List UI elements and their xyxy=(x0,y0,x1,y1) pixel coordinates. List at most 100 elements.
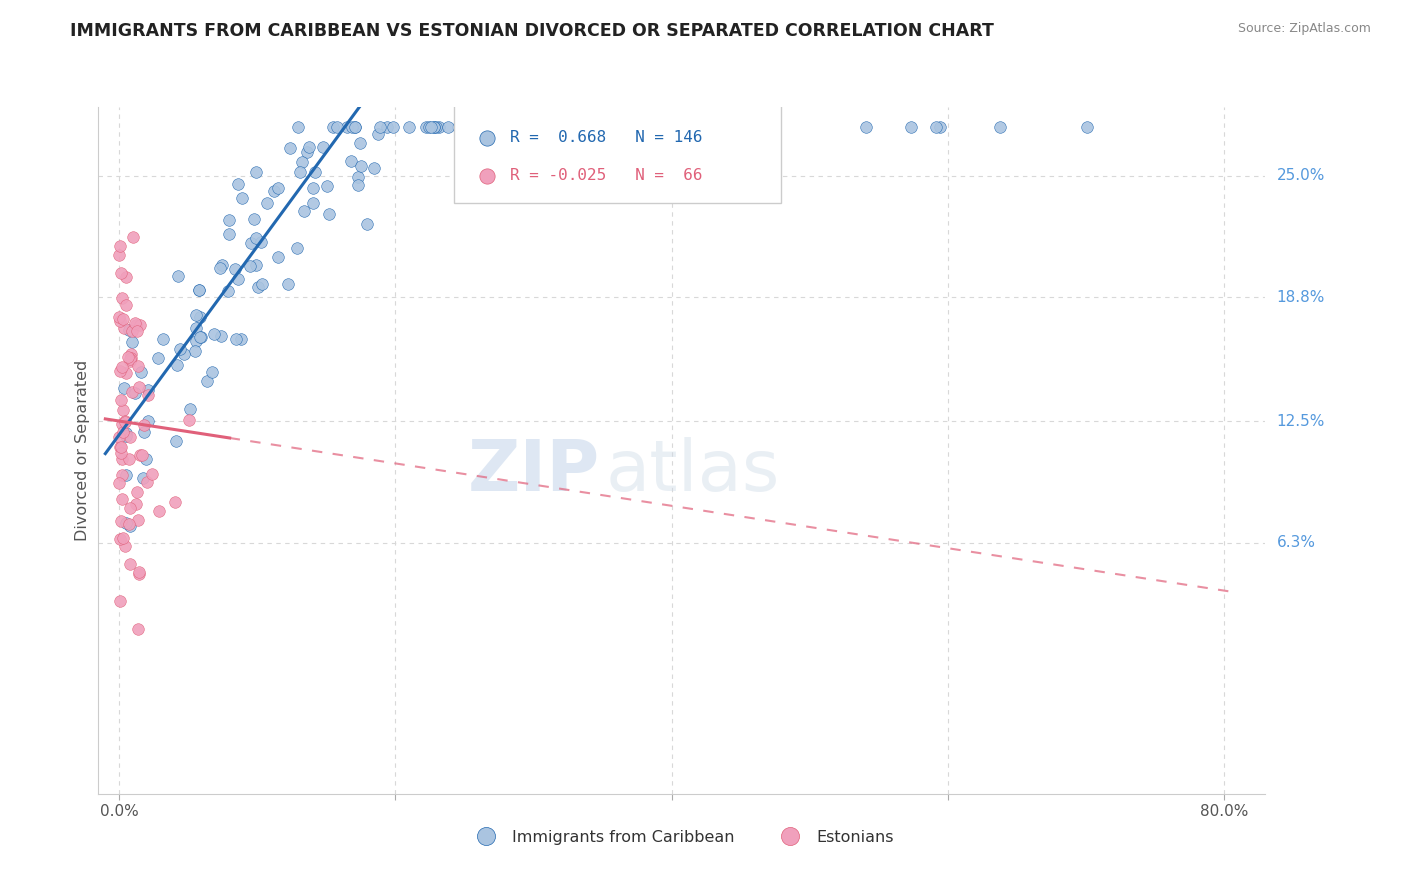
Point xyxy=(349,136,371,151)
Text: Source: ZipAtlas.com: Source: ZipAtlas.com xyxy=(1237,22,1371,36)
Point xyxy=(120,354,142,368)
Point xyxy=(110,514,132,528)
Text: 6.3%: 6.3% xyxy=(1277,535,1316,550)
Point xyxy=(496,120,519,134)
Point xyxy=(127,622,149,636)
Point xyxy=(488,120,510,134)
Point xyxy=(146,351,169,366)
Point xyxy=(591,120,613,134)
Point xyxy=(423,120,446,134)
Point xyxy=(110,291,132,305)
Point xyxy=(423,120,446,134)
Point xyxy=(188,284,211,298)
Point xyxy=(226,272,249,286)
Point xyxy=(367,127,389,141)
Point xyxy=(218,213,240,227)
Point xyxy=(108,475,131,490)
Point xyxy=(245,165,267,179)
Point xyxy=(340,153,363,168)
Point xyxy=(610,120,633,134)
Point xyxy=(136,414,159,428)
Point xyxy=(115,366,138,380)
Point xyxy=(136,388,159,402)
Point xyxy=(184,321,207,335)
Point xyxy=(201,365,224,379)
Point xyxy=(118,351,141,366)
Point xyxy=(326,120,349,134)
Point xyxy=(344,120,367,134)
Point xyxy=(132,418,155,433)
Point xyxy=(141,467,163,481)
Point xyxy=(128,566,150,581)
Point xyxy=(195,374,218,388)
Point xyxy=(111,467,134,482)
Point xyxy=(322,120,344,134)
Point xyxy=(256,195,278,210)
Point xyxy=(132,425,155,439)
Point xyxy=(124,316,146,330)
Point xyxy=(285,242,308,256)
Point xyxy=(523,120,546,134)
Point xyxy=(900,120,922,134)
Point xyxy=(696,120,718,134)
Point xyxy=(128,565,150,579)
Point xyxy=(467,120,489,134)
Text: R =  0.668   N = 146: R = 0.668 N = 146 xyxy=(510,129,703,145)
Point xyxy=(929,120,952,134)
Point xyxy=(342,120,364,134)
Point xyxy=(425,120,447,134)
Point xyxy=(121,384,143,399)
Point xyxy=(111,532,134,546)
Point xyxy=(318,207,340,221)
Point xyxy=(120,351,142,365)
Point xyxy=(110,392,132,407)
Point xyxy=(165,434,187,448)
Point xyxy=(177,413,200,427)
Point xyxy=(347,170,370,185)
Point xyxy=(112,381,135,395)
Point xyxy=(551,120,574,134)
Point xyxy=(418,120,440,134)
Point xyxy=(114,415,136,429)
Point xyxy=(111,417,134,431)
Point xyxy=(108,430,131,444)
Point xyxy=(128,448,150,462)
Text: ZIP: ZIP xyxy=(468,436,600,506)
Point xyxy=(118,517,141,532)
Point xyxy=(356,217,378,231)
Point xyxy=(211,258,233,272)
Point xyxy=(132,471,155,485)
Point xyxy=(427,120,450,134)
Text: 25.0%: 25.0% xyxy=(1277,169,1324,183)
Point xyxy=(136,475,159,490)
Point xyxy=(316,178,339,193)
Point xyxy=(336,120,359,134)
Point xyxy=(127,359,149,374)
Point xyxy=(292,204,315,219)
Point xyxy=(111,425,134,439)
Point xyxy=(112,320,135,334)
Point xyxy=(152,332,174,346)
Point xyxy=(225,332,247,346)
Point xyxy=(124,385,146,400)
Text: atlas: atlas xyxy=(606,436,780,506)
Point xyxy=(188,283,211,297)
Point xyxy=(179,402,201,417)
Point xyxy=(163,494,186,508)
Point xyxy=(607,120,630,134)
Point xyxy=(117,350,139,364)
Point xyxy=(167,268,190,283)
Legend: Immigrants from Caribbean, Estonians: Immigrants from Caribbean, Estonians xyxy=(464,823,900,851)
Point xyxy=(287,120,309,134)
Point xyxy=(118,323,141,337)
Point xyxy=(375,120,398,134)
Point xyxy=(523,120,546,134)
Text: 18.8%: 18.8% xyxy=(1277,290,1324,305)
Point xyxy=(1076,120,1098,134)
Point xyxy=(291,154,314,169)
Point xyxy=(612,120,634,134)
Point xyxy=(266,181,288,195)
Point xyxy=(302,181,325,195)
Point xyxy=(714,120,737,134)
Point xyxy=(184,334,207,349)
